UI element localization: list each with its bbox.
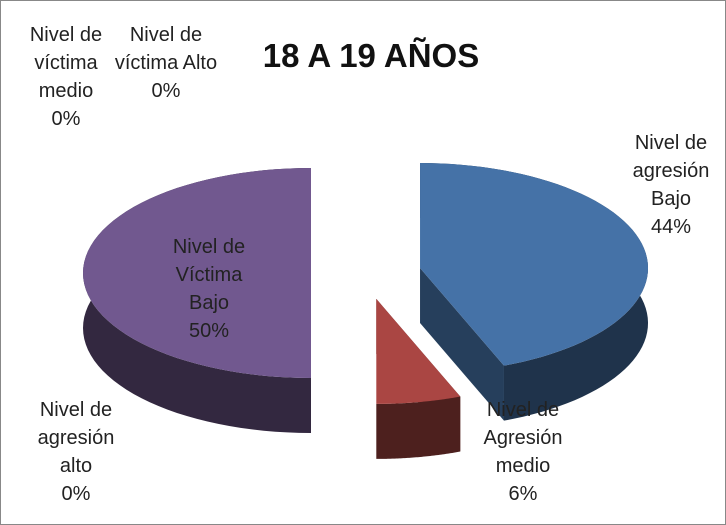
- slice-wall: [376, 396, 461, 459]
- slice-top: [420, 163, 649, 366]
- data-label: Nivel de agresión alto 0%: [21, 396, 131, 508]
- label-name: Nivel de Víctima Bajo: [172, 236, 246, 314]
- label-value: 44%: [650, 216, 692, 238]
- label-value: 0%: [61, 483, 91, 505]
- label-value: 50%: [188, 320, 230, 342]
- label-value: 6%: [508, 483, 538, 505]
- data-label: Nivel de Víctima Bajo 50%: [154, 233, 264, 345]
- label-value: 0%: [51, 108, 81, 130]
- label-name: Nivel de agresión alto: [37, 399, 115, 477]
- chart-title: 18 A 19 AÑOS: [262, 37, 480, 74]
- slice: [420, 163, 649, 421]
- data-label: Nivel de Agresión medio 6%: [468, 396, 578, 508]
- slice-top: [376, 298, 461, 404]
- label-value: 0%: [151, 80, 181, 102]
- data-label: Nivel de víctima medio 0%: [11, 21, 121, 133]
- slice-side: [420, 268, 504, 421]
- label-name: Nivel de víctima medio: [29, 24, 103, 102]
- label-name: Nivel de víctima Alto: [114, 24, 218, 74]
- slice: [83, 168, 311, 433]
- slice: [376, 298, 461, 459]
- slice-top: [83, 168, 311, 378]
- label-name: Nivel de Agresión medio: [483, 399, 563, 477]
- label-name: Nivel de agresión Bajo: [632, 132, 710, 210]
- data-label: Nivel de agresión Bajo 44%: [616, 129, 725, 241]
- data-label: Nivel de víctima Alto 0%: [111, 21, 221, 105]
